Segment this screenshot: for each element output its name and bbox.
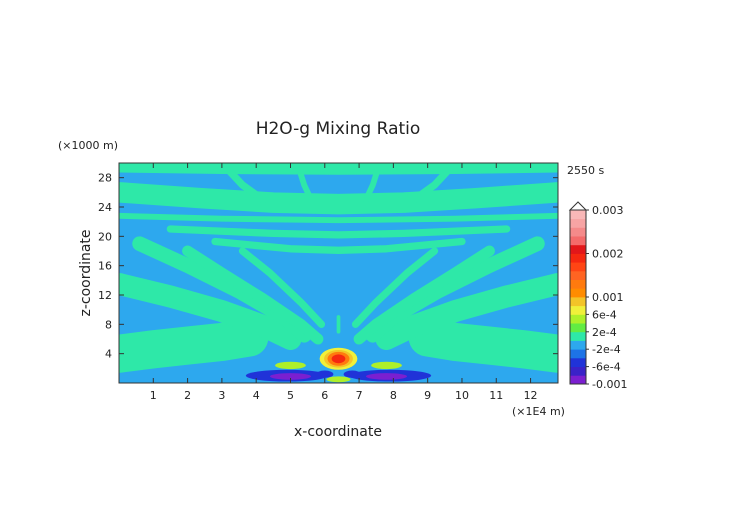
contour-band <box>375 273 558 350</box>
contour-band <box>182 245 324 345</box>
x-tick-label: 1 <box>150 389 157 402</box>
y-tick-label: 4 <box>105 348 112 361</box>
contour-band <box>408 318 558 373</box>
colorbar-swatch <box>570 253 586 263</box>
contour-band <box>351 247 439 328</box>
x-tick-label: 6 <box>321 389 328 402</box>
x-tick-label: 8 <box>390 389 397 402</box>
colorbar-swatch <box>570 270 586 280</box>
colorbar-swatch <box>570 357 586 367</box>
colorbar-swatch <box>570 210 586 220</box>
x-tick-label: 12 <box>524 389 538 402</box>
colorbar-swatch <box>570 314 586 324</box>
x-axis: 1 2 3 4 5 6 7 8 9 10 11 12 <box>150 163 538 402</box>
contour-ellipse <box>331 354 346 364</box>
colorbar-swatch <box>570 244 586 254</box>
contour-band <box>218 163 267 204</box>
y-tick-label: 20 <box>98 230 112 243</box>
x-tick-label: 11 <box>489 389 503 402</box>
contour-ellipse <box>365 373 408 380</box>
contour-band <box>238 247 326 328</box>
contour-ellipse <box>326 376 351 383</box>
colorbar-overflow-triangle <box>568 201 588 211</box>
y-axis-unit: (×1000 m) <box>58 139 118 152</box>
contour-ellipse <box>371 361 402 370</box>
colorbar-label: -2e-4 <box>592 343 621 356</box>
contour-band <box>353 245 495 345</box>
colorbar-swatch <box>570 288 586 298</box>
contour-band <box>166 225 511 239</box>
contour-ellipse <box>269 373 312 380</box>
colorbar-swatch <box>570 218 586 228</box>
colorbar-swatch <box>570 236 586 246</box>
contour-band <box>410 163 459 204</box>
x-axis-label: x-coordinate <box>294 424 382 440</box>
contour-ellipse <box>275 361 306 370</box>
y-tick-label: 12 <box>98 289 112 302</box>
y-axis: 4 8 12 16 20 24 28 <box>98 172 558 361</box>
colorbar-swatch <box>570 297 586 307</box>
contour-field <box>119 163 558 383</box>
colorbar-swatch <box>570 349 586 359</box>
colorbar-swatch <box>570 366 586 376</box>
contour-band <box>294 163 315 203</box>
contour-band <box>362 163 383 203</box>
x-tick-label: 2 <box>184 389 191 402</box>
colorbar-label: 0.001 <box>592 291 624 304</box>
colorbar-label: 0.003 <box>592 204 624 217</box>
colorbar-swatch <box>570 323 586 333</box>
x-tick-label: 10 <box>455 389 469 402</box>
contour-band <box>119 212 558 224</box>
colorbar-swatch <box>570 305 586 315</box>
colorbar-swatch <box>570 375 586 385</box>
colorbar-label: 0.002 <box>592 248 624 261</box>
colorbar-swatch <box>570 331 586 341</box>
contour-band <box>119 163 558 175</box>
y-tick-label: 24 <box>98 201 112 214</box>
colorbar-label: 2e-4 <box>592 326 617 339</box>
colorbar: 0.003 0.002 0.001 6e-4 2e-4 -2e-4 -6e-4 -0.001 <box>568 201 627 391</box>
colorbar-label: 6e-4 <box>592 308 617 321</box>
colorbar-swatch <box>570 262 586 272</box>
contour-band <box>119 273 302 350</box>
x-axis-unit: (×1E4 m) <box>512 405 565 418</box>
x-tick-label: 9 <box>424 389 431 402</box>
contour-band <box>119 318 269 373</box>
colorbar-swatch <box>570 279 586 289</box>
y-tick-label: 28 <box>98 172 112 185</box>
colorbar-swatch <box>570 227 586 237</box>
y-axis-label: z-coordinate <box>78 229 94 316</box>
time-label: 2550 s <box>567 164 604 177</box>
chart-title: H2O-g Mixing Ratio <box>256 119 421 139</box>
colorbar-label: -0.001 <box>592 378 627 391</box>
contour-band <box>119 182 558 215</box>
colorbar-swatch <box>570 340 586 350</box>
y-tick-label: 16 <box>98 260 112 273</box>
x-tick-label: 3 <box>218 389 225 402</box>
x-tick-label: 5 <box>287 389 294 402</box>
y-tick-label: 8 <box>105 318 112 331</box>
contour-band <box>211 237 466 254</box>
x-tick-label: 7 <box>356 389 363 402</box>
x-tick-label: 4 <box>253 389 260 402</box>
colorbar-label: -6e-4 <box>592 361 621 374</box>
plot-frame <box>118 162 559 384</box>
